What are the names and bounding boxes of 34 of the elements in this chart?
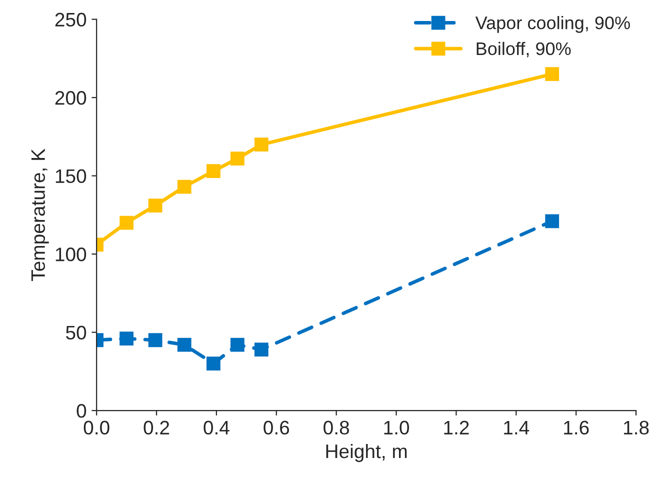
y-axis-title: Temperature, K [31, 148, 49, 281]
y-tick-label: 250 [55, 12, 86, 27]
y-tick-label: 100 [56, 248, 86, 262]
x-tick-label: 1.8 [624, 420, 649, 435]
point [254, 138, 268, 152]
point [545, 214, 560, 228]
point [545, 67, 560, 82]
point [177, 338, 192, 352]
legend-label: Vapor cooling, 90% [475, 16, 630, 33]
x-tick-label: 1.4 [504, 420, 530, 434]
point [120, 332, 134, 346]
x-tick-label: 0.6 [264, 420, 290, 435]
point [254, 342, 268, 356]
point [148, 333, 162, 348]
x-tick-label: 0.4 [204, 420, 230, 435]
legend-label: Boiloff, 90% [476, 42, 571, 58]
point [206, 356, 220, 371]
point [120, 216, 134, 230]
point [148, 198, 162, 212]
x-tick-label: 0.2 [144, 420, 170, 435]
point [230, 152, 244, 166]
y-tick-label: 150 [56, 169, 86, 184]
x-tick-label: 1.6 [564, 420, 589, 435]
x-tick-label: 0.8 [324, 420, 349, 435]
point [206, 164, 220, 178]
y-tick-label: 50 [66, 326, 86, 340]
y-tick-label: 200 [55, 91, 86, 105]
point [177, 180, 192, 194]
x-tick-label: 1.0 [384, 420, 410, 435]
x-tick-label: 1.2 [444, 420, 469, 434]
x-tick-label: 0.0 [84, 420, 110, 435]
y-tick-label: 0 [76, 404, 86, 418]
point [230, 338, 244, 352]
x-axis-title: Height, m [326, 444, 407, 462]
